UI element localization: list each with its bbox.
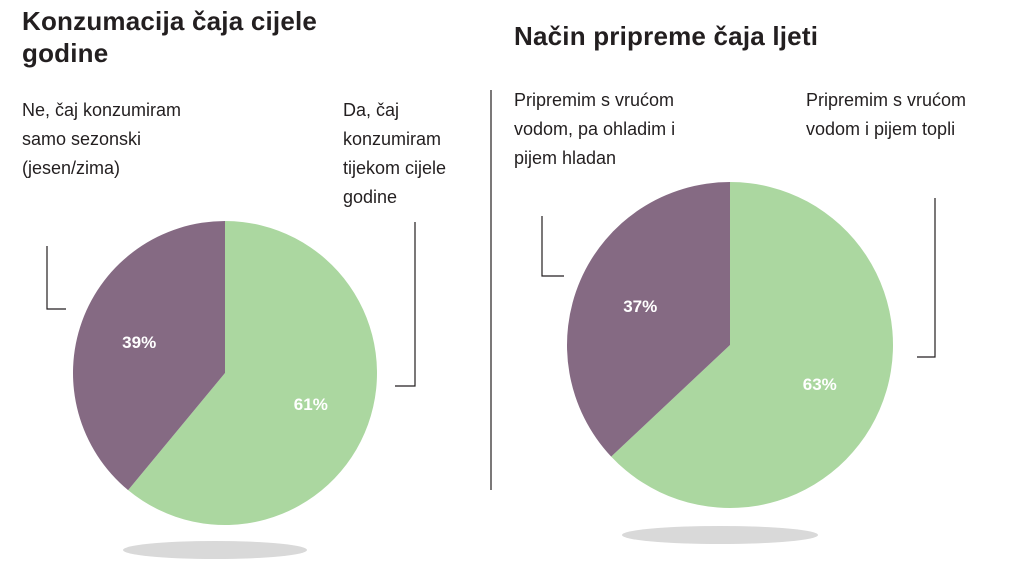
chart1-title: Konzumacija čaja cijele godine: [22, 6, 318, 68]
chart2-title: Način pripreme čaja ljeti: [514, 21, 819, 51]
chart2-shadow: [622, 526, 818, 544]
chart2-slice-0: [611, 182, 893, 508]
chart1-slice-0: [128, 221, 377, 525]
chart1-leader-all-year: [395, 222, 416, 387]
chart2-slice-1: [567, 182, 730, 457]
chart2-pie: 63% 37%: [567, 182, 893, 508]
chart1-label-all-year: Da, čaj konzumiram tijekom cijele godine: [343, 100, 447, 207]
chart1-pie: 61% 39%: [73, 221, 377, 525]
chart1-slice-1: [73, 221, 225, 491]
chart1-leader-seasonal: [46, 246, 66, 310]
chart2-label-cold: Pripremim s vrućom vodom, pa ohladim i p…: [514, 90, 676, 168]
chart2-slice-0-value-label: 63%: [803, 375, 837, 394]
chart2-slice-1-value-label: 37%: [623, 297, 657, 316]
chart2-label-hot: Pripremim s vrućom vodom i pijem topli: [806, 90, 967, 139]
chart1-label-seasonal: Ne, čaj konzumiram samo sezonski (jesen/…: [22, 100, 182, 178]
chart1-shadow: [123, 541, 307, 559]
chart1-slice-1-value-label: 39%: [122, 333, 156, 352]
chart1-slice-0-value-label: 61%: [294, 395, 328, 414]
chart2-leader-cold: [541, 216, 564, 277]
chart2-leader-hot: [917, 198, 936, 358]
